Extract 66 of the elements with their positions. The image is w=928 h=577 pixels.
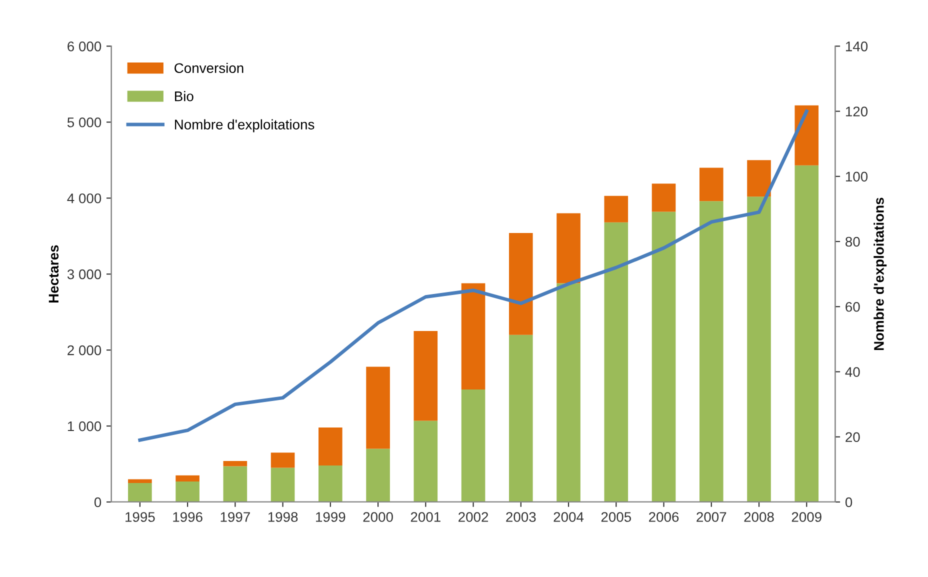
bar [223,460,248,466]
x-tick-label: 1995 [126,512,155,522]
y2-tick-label: 140 [846,41,868,52]
legend-label: Nombre d'exploitations [175,119,314,132]
bar [270,452,295,468]
bar [652,212,676,502]
bar [461,283,486,390]
x-tick-label: 2003 [506,512,536,522]
bar [366,448,390,502]
y2-tick-label: 80 [846,236,860,247]
bar [366,366,390,449]
y-tick-label: 1 000 [68,421,102,432]
bar [747,160,771,197]
y2-tick-label: 20 [846,432,860,442]
y2-tick-label: 40 [845,367,860,377]
bar [176,475,200,482]
x-tick-label: 2001 [410,512,440,522]
bar [414,420,438,502]
y-axis-title: Hectares [48,245,59,302]
bar [414,331,438,421]
legend-label: Bio [175,91,194,102]
x-tick-label: 2000 [363,512,393,522]
x-tick-label: 2008 [744,512,774,522]
y-tick-label: 5 000 [67,117,102,128]
bar [604,196,628,222]
y-tick-label: 6 000 [68,41,102,52]
bar [176,481,200,502]
bar [652,184,676,212]
y2-tick-label: 120 [846,106,868,116]
y2-axis-title: Nombre d'exploitations [874,198,887,350]
bar [318,466,342,502]
bar [128,479,152,483]
bar [556,283,580,502]
bar [508,233,533,335]
x-tick-label: 2006 [649,512,679,522]
x-tick-label: 1997 [220,512,250,522]
y-tick-label: 2 000 [68,345,102,356]
bar [604,222,628,502]
x-tick-label: 2004 [554,512,584,522]
x-tick-label: 1996 [173,512,202,522]
bar [128,482,152,502]
x-tick-label: 2009 [792,512,822,522]
y2-tick-label: 0 [845,497,852,508]
y2-tick-label: 100 [846,172,868,182]
bar [794,165,819,502]
bar [794,105,819,166]
y-tick-label: 4 000 [67,193,102,204]
x-tick-label: 1998 [268,512,298,522]
bar [747,196,771,502]
x-tick-label: 2002 [458,512,488,522]
x-tick-label: 1999 [316,512,346,522]
y-tick-label: 0 [94,497,102,508]
y2-tick-label: 60 [846,302,860,312]
bar [223,466,248,502]
bar [699,201,724,502]
line-series [138,110,808,442]
bar [699,168,724,202]
bar [318,428,342,466]
bar [461,390,486,502]
bar [556,213,580,284]
bar [270,468,295,502]
y-tick-label: 3 000 [67,269,102,280]
bar [508,334,533,502]
x-tick-label: 2007 [696,512,726,522]
legend-label: Conversion [174,62,244,74]
x-tick-label: 2005 [601,512,632,522]
